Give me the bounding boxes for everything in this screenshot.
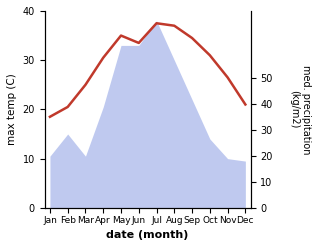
X-axis label: date (month): date (month): [107, 230, 189, 240]
Y-axis label: max temp (C): max temp (C): [7, 74, 17, 145]
Y-axis label: med. precipitation
(kg/m2): med. precipitation (kg/m2): [289, 65, 311, 154]
